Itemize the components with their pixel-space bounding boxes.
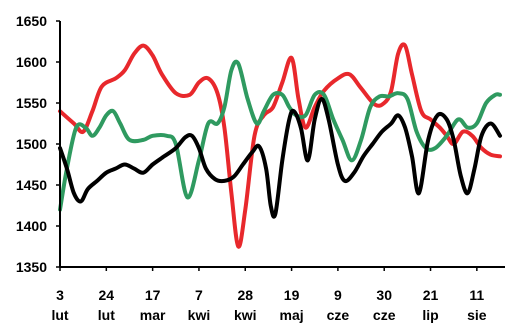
x-tick-label-month: lut (98, 307, 115, 323)
x-tick-label-month: lip (422, 307, 438, 323)
x-tick-label-day: 24 (99, 287, 115, 303)
series-line-3 (58, 96, 502, 219)
x-tick-label-month: cze (373, 307, 396, 323)
x-tick-label-day: 3 (56, 287, 64, 303)
x-tick-label-month: cze (327, 307, 350, 323)
y-tick-label: 1350 (16, 259, 47, 275)
x-tick-label-month: mar (140, 307, 166, 323)
x-tick-label-month: maj (280, 307, 304, 323)
y-tick-labels: 1350 1400 1450 1500 1550 1600 1650 (16, 13, 60, 275)
x-tick-label-month: lut (51, 307, 68, 323)
series-layer (58, 42, 502, 249)
x-tick-label-month: kwi (234, 307, 257, 323)
y-tick-label: 1600 (16, 54, 47, 70)
x-tick-label-month: kwi (188, 307, 211, 323)
x-tick-label-day: 30 (376, 287, 392, 303)
x-tick-label-month: sie (467, 307, 487, 323)
x-tick-label-day: 19 (284, 287, 300, 303)
y-tick-label: 1500 (16, 136, 47, 152)
series-line-1 (58, 42, 502, 249)
x-tick-label-day: 17 (145, 287, 161, 303)
y-tick-label: 1450 (16, 177, 47, 193)
x-tick-label-day: 9 (334, 287, 342, 303)
x-tick-label-day: 21 (423, 287, 439, 303)
y-tick-label: 1650 (16, 13, 47, 29)
x-tick-label-day: 28 (237, 287, 253, 303)
y-tick-label: 1400 (16, 218, 47, 234)
x-tick-label-day: 7 (195, 287, 203, 303)
x-tick-label-day: 11 (469, 287, 484, 303)
x-tick-labels: 3 lut 24 lut 17 mar 7 kwi 28 kwi 19 maj 9 cze 30 cze 21 l… (51, 267, 487, 323)
y-tick-label: 1550 (16, 95, 47, 111)
